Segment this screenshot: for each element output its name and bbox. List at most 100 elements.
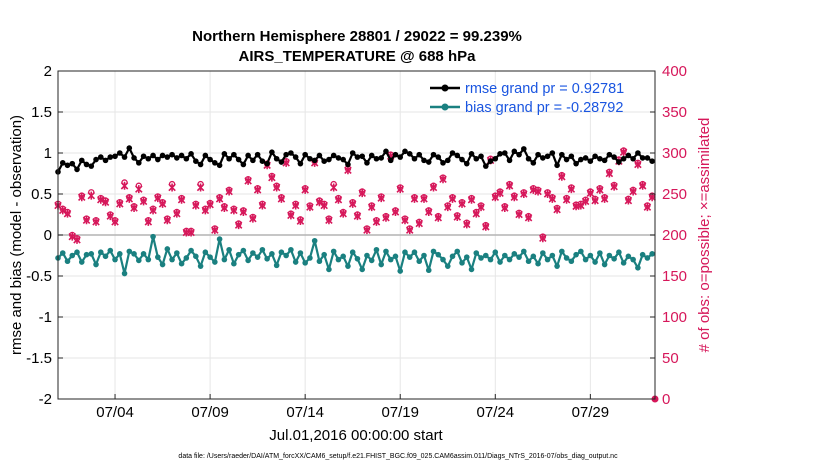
rmse-point — [383, 148, 389, 155]
bias-point — [368, 257, 375, 264]
obs-assimilated-point — [253, 185, 262, 194]
bias-point — [231, 260, 237, 267]
bias-point — [497, 259, 503, 265]
rmse-point — [620, 155, 627, 162]
obs-assimilated-point — [139, 197, 148, 206]
legend: rmse grand pr = 0.92781 bias grand pr = … — [430, 81, 624, 116]
rmse-point — [635, 150, 641, 156]
obs-assimilated-point — [135, 185, 143, 194]
bias-point — [116, 251, 123, 257]
bias-point — [506, 256, 513, 263]
rmse-point — [240, 161, 247, 168]
rmse-point — [397, 154, 404, 160]
bias-point — [482, 252, 489, 259]
bias-point — [411, 249, 418, 256]
right-tick-label: 300 — [662, 145, 687, 162]
bias-point — [468, 266, 475, 273]
obs-assimilated-point — [329, 183, 338, 192]
bias-point — [649, 251, 655, 257]
rmse-point — [183, 155, 190, 162]
bias-point — [359, 266, 366, 273]
obs-assimilated-point — [453, 212, 462, 221]
x-tick-label: 07/29 — [572, 404, 610, 421]
rmse-point — [592, 153, 598, 160]
obs-assimilated-point — [225, 187, 233, 196]
bias-point — [83, 251, 90, 258]
obs-assimilated-point — [116, 199, 124, 208]
obs-assimilated-point — [472, 209, 481, 218]
bias-point — [278, 249, 285, 256]
rmse-point — [93, 156, 99, 163]
rmse-point — [449, 150, 456, 156]
obs-assimilated-point — [596, 185, 604, 194]
rmse-point — [454, 152, 461, 159]
obs-assimilated-point — [277, 194, 286, 203]
rmse-point — [69, 160, 76, 167]
obs-assimilated-point — [638, 181, 647, 190]
obs-assimilated-point — [510, 193, 519, 202]
bias-point — [197, 263, 204, 269]
left-axis-ticks: -2 -1.5 -1 -0.5 0 0.5 1 1.5 2 — [26, 63, 63, 408]
rmse-point — [235, 156, 242, 163]
bias-point — [174, 250, 180, 256]
obs-assimilated-point — [591, 196, 599, 205]
rmse-point — [259, 158, 266, 164]
bias-point — [563, 255, 570, 261]
bias-point — [93, 261, 99, 268]
bias-point — [578, 248, 584, 255]
obs-assimilated-point — [401, 216, 409, 225]
obs-assimilated-point — [605, 169, 614, 178]
rmse-point — [511, 148, 518, 155]
bias-point — [321, 251, 327, 258]
bias-point — [240, 247, 247, 254]
bias-point — [159, 261, 166, 268]
rmse-point — [530, 160, 537, 166]
rmse-point — [549, 150, 556, 156]
rmse-point — [506, 157, 513, 164]
rmse-point — [644, 155, 651, 161]
bias-point — [430, 248, 437, 255]
bias-point — [402, 249, 408, 256]
rmse-point — [525, 155, 532, 162]
rmse-point — [188, 151, 194, 157]
bias-point — [620, 260, 627, 266]
bias-point — [188, 247, 194, 254]
obs-assimilated-point — [629, 187, 637, 196]
rmse-point — [116, 150, 123, 156]
obs-assimilated-point — [562, 195, 571, 204]
obs-assimilated-point — [282, 158, 290, 167]
obs-assimilated-point — [344, 166, 352, 175]
bias-point — [568, 258, 575, 265]
obs-assimilated-point — [434, 213, 443, 222]
bias-point — [107, 247, 114, 254]
obs-assimilated-point — [482, 222, 490, 231]
rmse-point — [492, 155, 499, 162]
obs-assimilated-point — [211, 226, 219, 235]
obs-assimilated-point — [363, 226, 371, 235]
chart-title-line2: AIRS_TEMPERATURE @ 688 hPa — [239, 48, 477, 65]
rmse-point — [159, 152, 166, 159]
rmse-point — [321, 158, 327, 164]
rmse-point — [169, 151, 175, 158]
bias-point — [416, 258, 423, 265]
rmse-point — [145, 155, 152, 162]
bias-point — [587, 252, 594, 259]
rmse-point — [582, 155, 589, 161]
bias-point — [501, 252, 508, 259]
bias-point — [635, 265, 641, 271]
rmse-point — [563, 156, 570, 163]
obs-assimilated-point — [448, 194, 457, 203]
bias-point — [226, 246, 232, 253]
legend-rmse-marker — [441, 84, 449, 92]
bias-point — [487, 256, 494, 263]
bias-point — [516, 254, 522, 260]
bias-point — [64, 258, 71, 265]
bias-point — [440, 256, 446, 263]
rmse-point — [516, 151, 522, 158]
rmse-point — [425, 159, 432, 165]
rmse-point — [59, 160, 66, 166]
rmse-point — [288, 150, 294, 156]
rmse-point — [568, 153, 575, 160]
bias-point — [273, 262, 280, 269]
obs-assimilated-point — [206, 200, 214, 209]
